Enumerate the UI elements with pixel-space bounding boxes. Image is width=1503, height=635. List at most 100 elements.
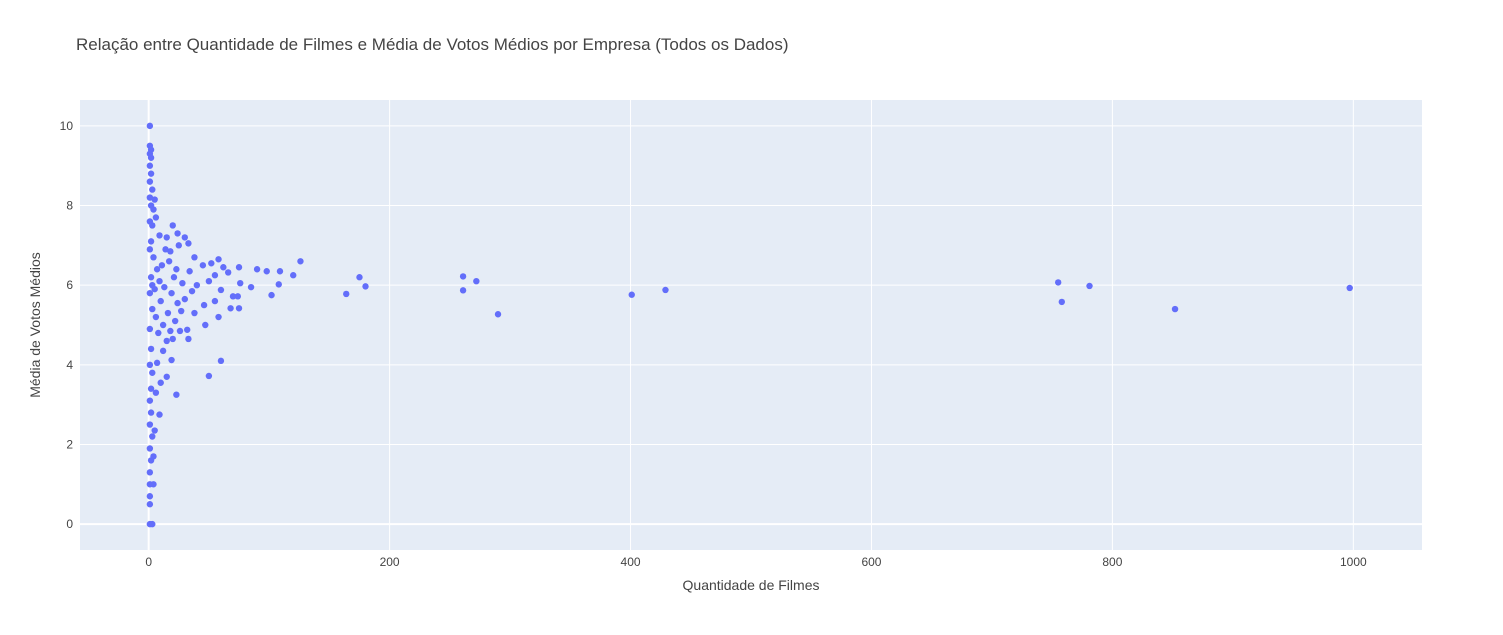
y-tick-label: 6 [66, 278, 73, 292]
data-point [175, 242, 182, 249]
data-point [149, 186, 156, 193]
data-point [202, 321, 209, 329]
data-point [181, 295, 189, 303]
data-point [146, 493, 154, 500]
data-point [161, 283, 168, 291]
x-tick-label: 400 [621, 555, 641, 569]
data-point [151, 427, 158, 434]
data-point [146, 397, 154, 404]
y-axis-label: Média de Votos Médios [27, 252, 43, 398]
data-point [217, 357, 225, 365]
y-tick-label: 0 [66, 517, 73, 531]
data-point [459, 287, 467, 294]
data-point [1058, 298, 1066, 306]
data-point [149, 369, 156, 376]
data-point [164, 309, 172, 317]
data-point [459, 273, 467, 280]
data-point [146, 194, 154, 201]
data-point [149, 305, 156, 313]
y-tick-label: 8 [66, 199, 73, 213]
data-point [215, 313, 222, 321]
data-point [150, 481, 157, 488]
data-point [149, 281, 156, 289]
data-point [157, 379, 164, 386]
data-point [156, 411, 163, 418]
data-point [247, 283, 255, 291]
data-point [159, 321, 167, 329]
data-point [174, 230, 181, 237]
data-point [165, 258, 173, 265]
data-point [150, 453, 157, 460]
data-point [152, 313, 160, 321]
data-point [149, 433, 156, 440]
data-point [171, 317, 179, 325]
data-point [151, 196, 158, 203]
data-point [162, 246, 169, 253]
y-tick-label: 4 [66, 358, 73, 372]
data-point [268, 291, 275, 299]
data-point [146, 469, 154, 476]
grid-lines [80, 100, 1422, 550]
data-point [473, 277, 480, 285]
data-point [167, 248, 174, 255]
data-point [152, 214, 160, 221]
data-point [158, 262, 166, 269]
data-point [628, 291, 635, 298]
data-point [146, 122, 154, 130]
data-point [211, 272, 219, 279]
data-point [150, 206, 157, 213]
data-point [146, 501, 154, 508]
data-point [181, 234, 189, 241]
data-point [297, 258, 304, 265]
data-point [200, 301, 208, 309]
data-point [159, 347, 167, 355]
data-point [153, 359, 161, 367]
data-point [191, 309, 198, 317]
data-point [173, 391, 180, 398]
x-tick-label: 800 [1102, 555, 1122, 569]
y-tick-label: 10 [60, 119, 74, 133]
data-point [176, 327, 184, 335]
data-point [157, 297, 164, 305]
data-point [662, 286, 669, 294]
x-tick-label: 1000 [1340, 555, 1367, 569]
data-point [235, 305, 243, 312]
data-point [234, 293, 242, 300]
data-point [356, 274, 363, 281]
data-point [147, 274, 155, 281]
data-point [147, 170, 155, 177]
data-point [229, 293, 237, 300]
data-point [179, 279, 186, 287]
data-point [169, 335, 176, 343]
data-point [177, 307, 185, 315]
data-point [163, 337, 170, 345]
data-point [147, 154, 155, 161]
data-point [185, 240, 192, 247]
data-point [494, 311, 502, 318]
data-point [290, 272, 297, 279]
data-point [147, 385, 155, 392]
data-point [191, 254, 198, 261]
data-point [147, 409, 155, 416]
data-point [174, 299, 181, 307]
data-point [146, 445, 154, 452]
data-point [205, 277, 213, 285]
data-point [205, 372, 213, 380]
data-point [1086, 282, 1093, 290]
chart-title: Relação entre Quantidade de Filmes e Méd… [76, 35, 789, 54]
data-point [208, 260, 215, 267]
x-tick-label: 200 [380, 555, 400, 569]
data-point [237, 279, 244, 287]
data-point [153, 266, 161, 273]
data-point [163, 234, 170, 241]
data-point [263, 268, 270, 275]
data-point [168, 356, 175, 364]
data-point [217, 286, 225, 294]
data-point [167, 327, 174, 335]
data-point [224, 269, 232, 276]
data-point [276, 268, 284, 275]
data-point [163, 373, 170, 380]
axis-ticks: 0 200 400 600 800 1000 0 2 4 6 8 10 [60, 119, 1367, 569]
